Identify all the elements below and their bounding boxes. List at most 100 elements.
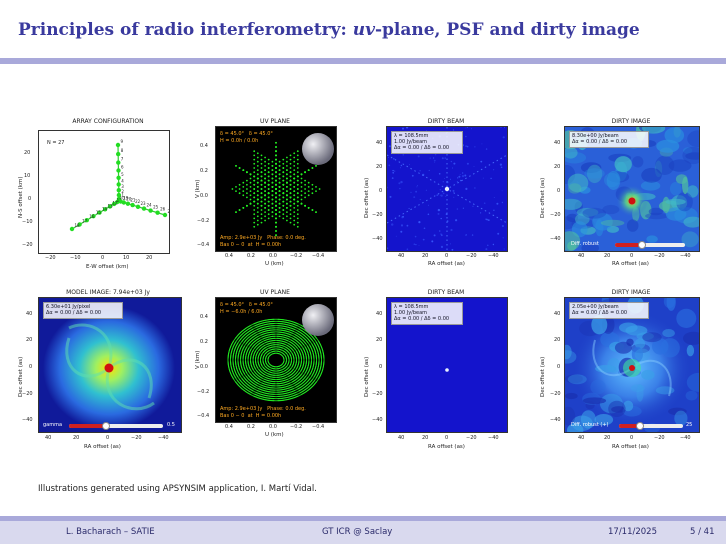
antenna[interactable] xyxy=(135,204,141,209)
slider-knob[interactable] xyxy=(638,241,646,249)
uv-sample xyxy=(293,215,296,218)
uv-sample xyxy=(264,194,266,197)
uv-sample xyxy=(296,209,299,211)
xtick: −20 xyxy=(131,435,142,441)
uv-sample xyxy=(253,179,256,182)
beam-speckle xyxy=(427,213,430,216)
antenna[interactable] xyxy=(116,175,121,180)
gamma-slider[interactable] xyxy=(69,422,163,430)
uv-track xyxy=(240,361,258,387)
beam-speckle xyxy=(402,215,404,218)
uv-track xyxy=(235,361,255,390)
beam-speckle xyxy=(391,177,394,179)
xtick: −20 xyxy=(466,435,477,441)
antenna[interactable] xyxy=(121,200,127,205)
beam-speckle xyxy=(500,166,503,169)
uv-sample xyxy=(256,186,259,188)
beam-speckle xyxy=(446,220,449,222)
antenna[interactable] xyxy=(102,207,108,212)
panel-title: DIRTY BEAM xyxy=(427,289,465,296)
beam-speckle xyxy=(418,245,420,246)
antenna[interactable] xyxy=(116,168,121,173)
uv-sample xyxy=(275,209,277,211)
antenna[interactable] xyxy=(155,210,160,215)
uv-sample xyxy=(286,156,288,159)
antenna[interactable] xyxy=(111,201,117,207)
ytick: 0 xyxy=(557,188,561,194)
uv-sample xyxy=(271,207,274,209)
beam-speckle xyxy=(501,190,503,192)
beam-speckle xyxy=(402,127,404,130)
antenna[interactable] xyxy=(115,199,120,205)
beam-speckle xyxy=(434,154,437,156)
antenna[interactable] xyxy=(162,212,168,218)
uv-sample xyxy=(275,213,277,216)
uv-sample xyxy=(300,173,303,176)
uv-sample xyxy=(282,213,285,216)
beam-svg xyxy=(387,127,507,251)
ytick: 40 xyxy=(376,140,383,146)
uv-sample xyxy=(249,181,252,184)
dirty-xlabel: RA offset (as) xyxy=(612,444,649,450)
xtick: 0 xyxy=(106,435,110,441)
antenna[interactable] xyxy=(115,142,121,148)
image-blob xyxy=(655,155,675,175)
beam-speckle xyxy=(416,186,418,188)
robust-slider[interactable] xyxy=(615,241,685,249)
uv-sample xyxy=(246,188,248,190)
model-xlabel: RA offset (as) xyxy=(84,444,121,450)
uv-sample xyxy=(271,173,274,176)
antenna[interactable] xyxy=(84,218,89,223)
robust-slider-bottom[interactable] xyxy=(619,422,683,430)
uv-sample xyxy=(275,167,277,169)
dirty-infobox: 8.30e+00 Jy/beam Δα = 0.00 / Δδ = 0.00 xyxy=(569,131,649,148)
uv-sample xyxy=(271,194,274,197)
beam-speckle xyxy=(389,195,392,198)
uv-sample xyxy=(260,221,263,224)
antenna[interactable] xyxy=(107,204,113,209)
image-blob xyxy=(681,231,699,248)
antenna[interactable] xyxy=(69,226,75,232)
beam-speckle xyxy=(416,185,418,187)
antenna-label: 23 xyxy=(141,201,147,206)
beam-speckle xyxy=(499,163,502,166)
uv-sample xyxy=(293,202,296,205)
uv-sample xyxy=(271,202,274,205)
antenna[interactable] xyxy=(116,182,121,187)
antenna[interactable] xyxy=(97,210,102,215)
antenna[interactable] xyxy=(130,202,135,208)
slider-knob[interactable] xyxy=(102,422,110,430)
uv-sample xyxy=(260,162,263,165)
uv-sample xyxy=(307,190,310,192)
antenna[interactable] xyxy=(125,201,131,206)
antenna[interactable] xyxy=(116,151,121,157)
antenna[interactable] xyxy=(148,208,153,213)
antenna[interactable] xyxy=(116,192,122,198)
uv-sample xyxy=(242,169,245,171)
antenna[interactable] xyxy=(77,222,82,227)
xtick: −10 xyxy=(70,255,81,261)
antenna[interactable] xyxy=(91,214,96,219)
uv-sample xyxy=(275,192,277,195)
uv-sample xyxy=(246,183,248,186)
antenna[interactable] xyxy=(116,188,122,193)
uv-sample xyxy=(286,194,288,197)
uv-sample xyxy=(235,186,237,188)
beam-speckle xyxy=(437,208,441,212)
image-blob xyxy=(582,207,607,219)
antenna[interactable] xyxy=(116,160,121,165)
dirty-slider-label: Diff. robust (+) xyxy=(571,422,609,428)
uv-sample xyxy=(304,188,306,190)
beam-speckle xyxy=(486,218,489,221)
beam-speckle xyxy=(433,234,436,237)
image-blob xyxy=(662,329,675,338)
image-blob xyxy=(595,365,617,373)
dirty-info: 2.05e+00 Jy/beam xyxy=(572,304,619,310)
slider-knob[interactable] xyxy=(636,422,644,430)
uv-sample xyxy=(267,171,270,174)
antenna-label: 12 xyxy=(113,200,119,205)
beam-speckle xyxy=(503,248,505,250)
beam-speckle xyxy=(388,145,391,148)
uv-sample xyxy=(293,219,296,222)
antenna[interactable] xyxy=(141,206,147,211)
